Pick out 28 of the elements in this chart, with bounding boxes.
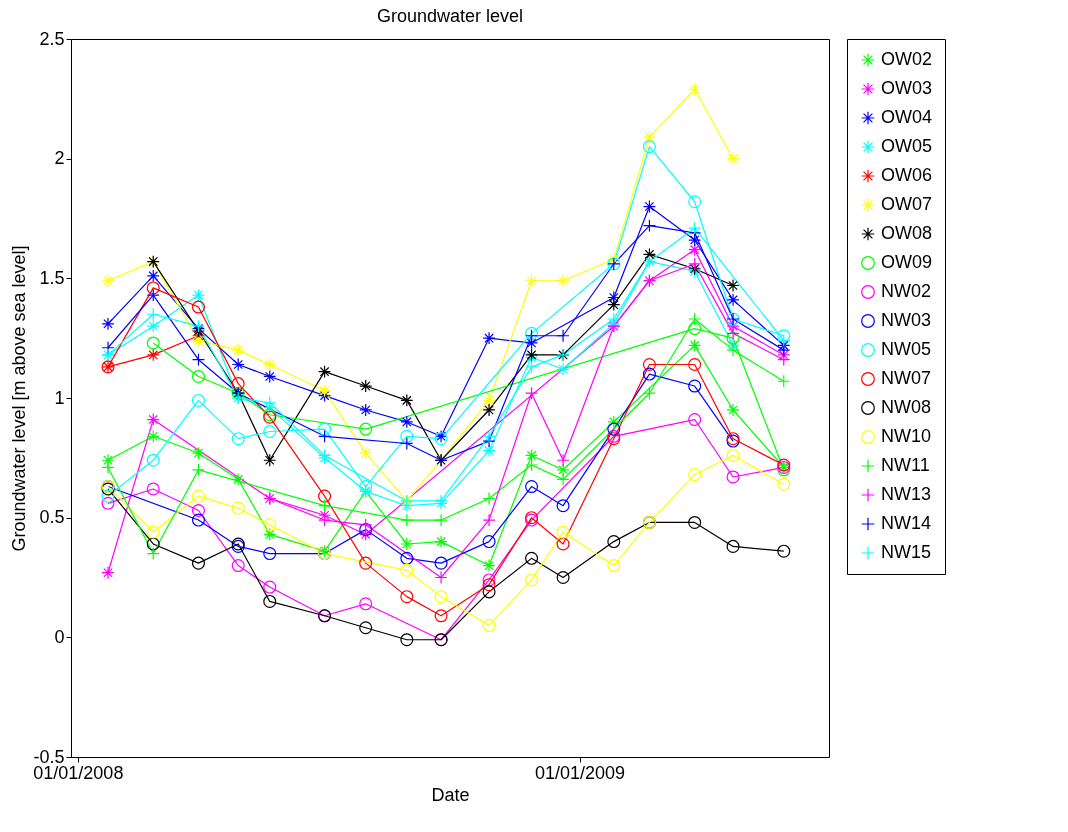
legend-label: OW06 bbox=[881, 165, 933, 185]
legend-label: NW03 bbox=[881, 310, 932, 330]
y-tick-label: 2.5 bbox=[39, 28, 65, 49]
y-tick-label: 0.5 bbox=[39, 507, 65, 528]
legend-label: NW05 bbox=[881, 339, 932, 359]
legend-label: OW08 bbox=[881, 223, 933, 243]
y-axis-title: Groundwater level [m above sea level] bbox=[9, 245, 30, 552]
legend-label: NW10 bbox=[881, 426, 932, 446]
y-tick-label: 1 bbox=[54, 387, 65, 408]
legend-label: OW02 bbox=[881, 49, 933, 69]
y-tick-label: 0 bbox=[54, 626, 65, 647]
x-tick-label: 01/01/2009 bbox=[534, 762, 626, 783]
legend-label: OW04 bbox=[881, 107, 933, 127]
legend-label: NW02 bbox=[881, 281, 932, 301]
chart-title: Groundwater level bbox=[376, 6, 524, 26]
legend-label: OW07 bbox=[881, 194, 933, 214]
legend-label: NW13 bbox=[881, 484, 932, 504]
y-tick-label: 2 bbox=[54, 148, 65, 169]
y-tick-label: 1.5 bbox=[39, 267, 65, 288]
legend-label: NW07 bbox=[881, 368, 932, 388]
legend-label: OW03 bbox=[881, 78, 933, 98]
legend-label: OW05 bbox=[881, 136, 933, 156]
legend-label: NW08 bbox=[881, 397, 932, 417]
x-axis-title: Date bbox=[431, 784, 470, 805]
legend-label: NW15 bbox=[881, 542, 932, 562]
legend-label: OW09 bbox=[881, 252, 933, 272]
legend-label: NW11 bbox=[881, 455, 930, 475]
legend-label: NW14 bbox=[881, 513, 932, 533]
